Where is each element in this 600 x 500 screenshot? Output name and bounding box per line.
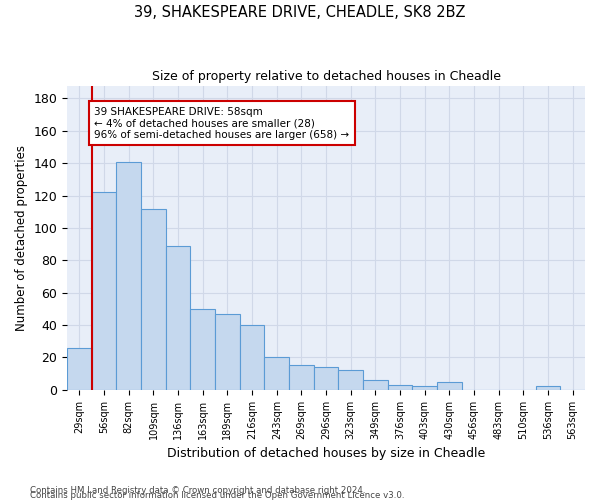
Bar bbox=[141, 208, 166, 390]
Bar bbox=[314, 367, 338, 390]
Text: Contains HM Land Registry data © Crown copyright and database right 2024.: Contains HM Land Registry data © Crown c… bbox=[30, 486, 365, 495]
Bar bbox=[215, 314, 240, 390]
Bar bbox=[388, 385, 412, 390]
Bar bbox=[166, 246, 190, 390]
Bar bbox=[67, 348, 92, 390]
Y-axis label: Number of detached properties: Number of detached properties bbox=[15, 144, 28, 330]
Title: Size of property relative to detached houses in Cheadle: Size of property relative to detached ho… bbox=[152, 70, 500, 83]
Bar bbox=[289, 366, 314, 390]
Bar bbox=[265, 358, 289, 390]
Bar bbox=[437, 382, 462, 390]
Text: 39, SHAKESPEARE DRIVE, CHEADLE, SK8 2BZ: 39, SHAKESPEARE DRIVE, CHEADLE, SK8 2BZ bbox=[134, 5, 466, 20]
Bar bbox=[92, 192, 116, 390]
Bar bbox=[363, 380, 388, 390]
Text: Contains public sector information licensed under the Open Government Licence v3: Contains public sector information licen… bbox=[30, 491, 404, 500]
Bar bbox=[240, 325, 265, 390]
Bar bbox=[116, 162, 141, 390]
Bar bbox=[190, 309, 215, 390]
Bar bbox=[536, 386, 560, 390]
Text: 39 SHAKESPEARE DRIVE: 58sqm
← 4% of detached houses are smaller (28)
96% of semi: 39 SHAKESPEARE DRIVE: 58sqm ← 4% of deta… bbox=[94, 106, 349, 140]
X-axis label: Distribution of detached houses by size in Cheadle: Distribution of detached houses by size … bbox=[167, 447, 485, 460]
Bar bbox=[412, 386, 437, 390]
Bar bbox=[338, 370, 363, 390]
